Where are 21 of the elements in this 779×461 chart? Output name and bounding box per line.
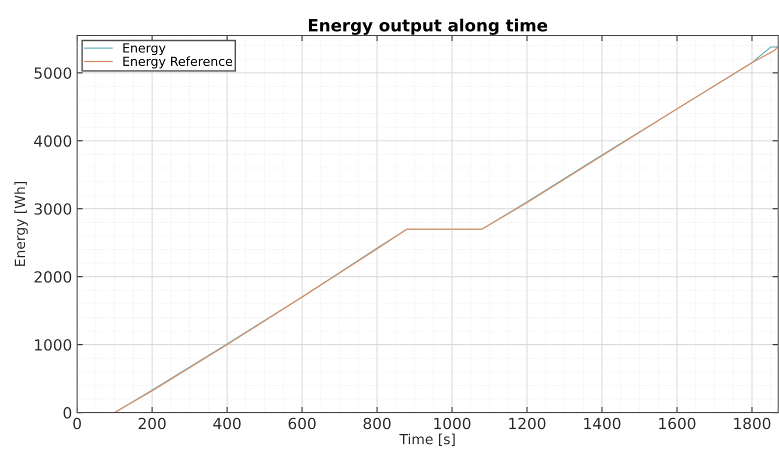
y-axis-title: Energy [Wh] — [14, 182, 28, 266]
y-tick-label: 0 — [64, 407, 72, 419]
y-tick-label: 5000 — [34, 67, 72, 79]
legend-label: Energy — [123, 43, 166, 56]
y-tick-label: 2000 — [34, 271, 72, 283]
x-tick-label: 1200 — [509, 418, 546, 430]
x-tick-label: 1000 — [434, 418, 470, 430]
x-tick-label: 600 — [288, 418, 316, 430]
x-tick-label: 0 — [73, 418, 81, 430]
x-tick-label: 200 — [138, 418, 166, 430]
x-tick-label: 800 — [364, 418, 391, 430]
x-tick-label: 1600 — [659, 418, 696, 430]
y-tick-label: 3000 — [34, 203, 72, 215]
x-tick-label: 1800 — [734, 418, 770, 430]
chart-title: Energy output along time — [308, 18, 548, 35]
x-tick-label: 1400 — [584, 418, 620, 430]
x-tick-label: 400 — [213, 418, 241, 430]
y-tick-label: 4000 — [34, 135, 72, 147]
legend-label: Energy Reference — [123, 56, 232, 68]
x-axis-title: Time [s] — [399, 434, 455, 446]
y-tick-label: 1000 — [35, 339, 72, 351]
